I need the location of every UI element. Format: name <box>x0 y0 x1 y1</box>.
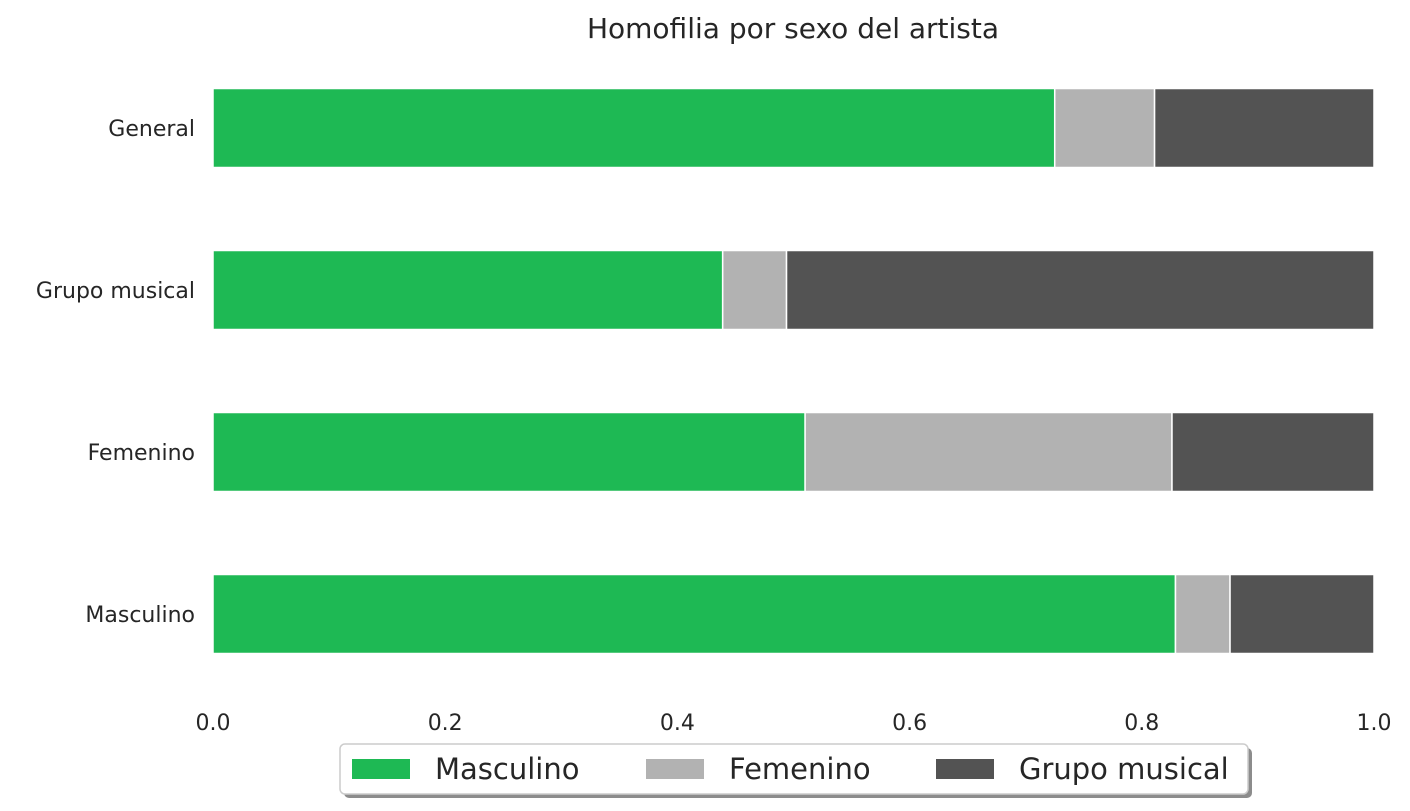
bar-grupo-musical-femenino <box>721 249 788 331</box>
bar-general-femenino <box>1053 87 1156 169</box>
x-tick-label: 0.6 <box>892 711 927 736</box>
bar-general-masculino <box>212 87 1056 169</box>
y-tick-label-masculino: Masculino <box>85 603 195 628</box>
legend-swatch-masculino <box>352 759 410 779</box>
bar-femenino-femenino <box>804 411 1173 493</box>
legend-label-femenino: Femenino <box>729 752 871 786</box>
y-tick-label-femenino: Femenino <box>88 441 195 466</box>
bar-femenino-masculino <box>212 411 806 493</box>
y-tick-label-grupo-musical: Grupo musical <box>36 279 195 304</box>
legend-frame <box>339 743 1249 795</box>
legend-items: Masculino Femenino Grupo musical <box>352 752 1229 786</box>
bar-grupo-musical-grupo-musical <box>785 249 1375 331</box>
legend-swatch-femenino <box>646 759 704 779</box>
x-tick-label: 1.0 <box>1357 711 1392 736</box>
x-tick-label: 0.2 <box>428 711 463 736</box>
x-tick-label: 0.8 <box>1124 711 1159 736</box>
x-tick-label: 0.4 <box>660 711 695 736</box>
bar-femenino-grupo-musical <box>1171 411 1375 493</box>
y-tick-label-general: General <box>108 117 195 142</box>
bars-layer <box>212 87 1375 655</box>
legend-label-masculino: Masculino <box>435 752 579 786</box>
x-tick-labels: 0.0 0.2 0.4 0.6 0.8 1.0 <box>196 711 1392 736</box>
legend: Masculino Femenino Grupo musical <box>339 743 1252 798</box>
legend-swatch-grupo-musical <box>936 759 994 779</box>
x-tick-label: 0.0 <box>196 711 231 736</box>
bar-general-grupo-musical <box>1153 87 1375 169</box>
bar-masculino-femenino <box>1174 573 1231 655</box>
chart-title: Homofilia por sexo del artista <box>587 12 999 45</box>
bar-masculino-grupo-musical <box>1229 573 1375 655</box>
y-tick-labels: General Grupo musical Femenino Masculino <box>36 117 195 628</box>
legend-label-grupo-musical: Grupo musical <box>1019 752 1229 786</box>
bar-masculino-masculino <box>212 573 1177 655</box>
bar-grupo-musical-masculino <box>212 249 724 331</box>
